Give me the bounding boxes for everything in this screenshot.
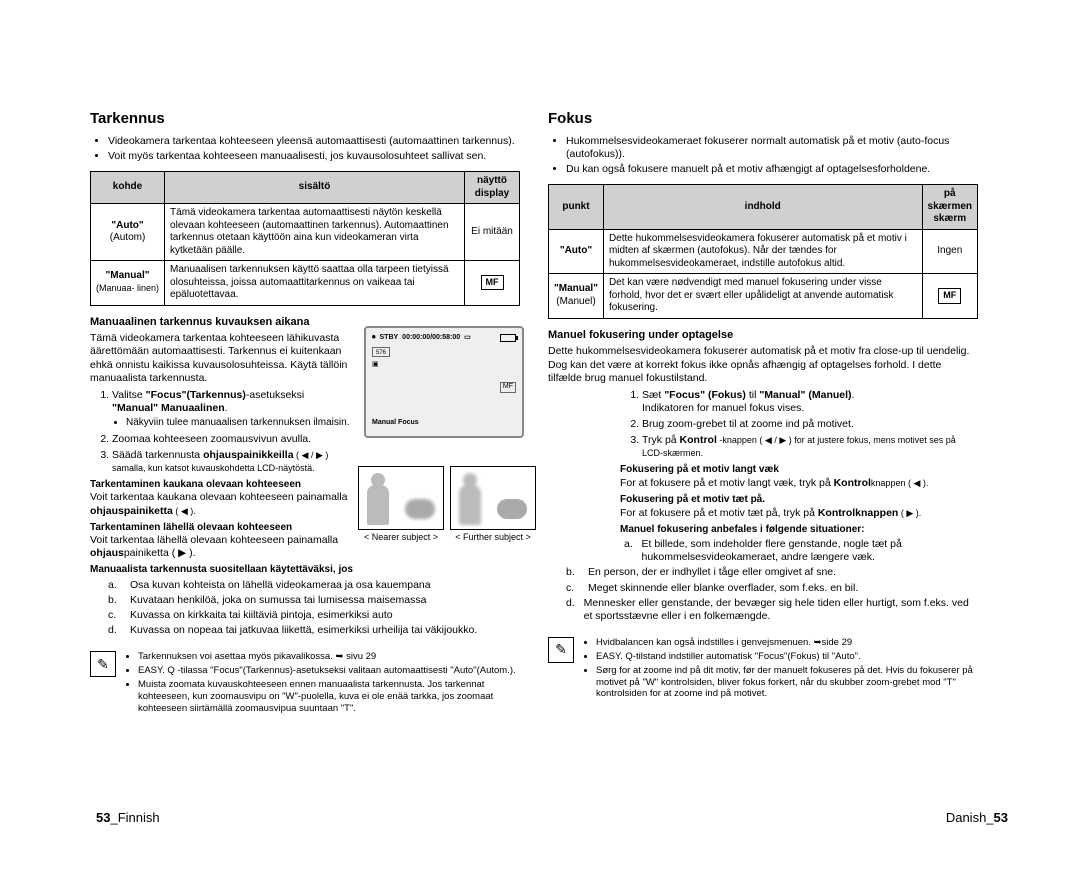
intro-item: Videokamera tarkentaa kohteeseen yleensä… <box>108 135 520 148</box>
note-icon: ✎ <box>90 651 116 677</box>
mf-label: Manual Focus <box>372 419 419 428</box>
lcd-preview: ⏺ STBY 00:00:00/00:58:00 ▭ 576 ▣ Manual … <box>364 326 524 438</box>
left-column: Tarkennus Videokamera tarkentaa kohteese… <box>90 110 520 717</box>
row-manual-label: "Manual"(Manuel) <box>549 274 604 319</box>
stby-label: STBY <box>380 334 399 343</box>
row-manual-disp: MF <box>922 274 977 319</box>
thumb-near: < Nearer subject > <box>358 466 444 543</box>
step-1: Valitse "Focus"(Tarkennus)-asetukseksi "… <box>112 389 350 430</box>
left-steps: Valitse "Focus"(Tarkennus)-asetukseksi "… <box>90 389 350 475</box>
rec-icon: ⏺ <box>372 334 376 343</box>
row-manual-desc: Manuaalisen tarkennuksen käyttö saattaa … <box>165 261 465 306</box>
time-label: 00:00:00/00:58:00 <box>402 334 460 343</box>
left-options-table: kohde sisältö näyttö display "Auto"(Auto… <box>90 171 520 306</box>
row-manual-desc: Det kan være nødvendigt med manuel fokus… <box>603 274 922 319</box>
thumb-far-label: < Further subject > <box>450 532 536 543</box>
intro-item: Voit myös tarkentaa kohteeseen manuaalis… <box>108 150 520 163</box>
row-auto-disp: Ei mitään <box>465 204 520 261</box>
right-sub-para: Dette hukommelsesvideokamera fokuserer a… <box>548 345 978 384</box>
page-spread: Tarkennus Videokamera tarkentaa kohteese… <box>0 0 1080 757</box>
rec-list-r2: b.En person, der er indhyllet i tåge ell… <box>548 566 978 623</box>
step-2: Zoomaa kohteeseen zoomausvivun avulla. <box>112 433 350 446</box>
th-display: på skærmen skærm <box>922 185 977 230</box>
near-title: Tarkentaminen lähellä olevaan kohteeseen <box>90 522 350 535</box>
far-title: Tarkentaminen kaukana olevaan kohteeseen <box>90 479 350 492</box>
step-3: Tryk på Kontrol -knappen ( ◀ / ▶ ) for a… <box>642 434 978 460</box>
step-1-sub: Indikatoren for manuel fokus vises. <box>642 402 978 415</box>
th-item: punkt <box>549 185 604 230</box>
card-icon: ▭ <box>464 334 471 343</box>
intro-item: Du kan også fokusere manuelt på et motiv… <box>566 163 978 176</box>
left-intro-list: Videokamera tarkentaa kohteeseen yleensä… <box>90 135 520 163</box>
near-text: Voit tarkentaa lähellä olevaan kohteesee… <box>90 534 350 560</box>
rec-list-r: a.Et billede, som indeholder flere genst… <box>620 538 978 564</box>
far-text: Voit tarkentaa kaukana olevaan kohteesee… <box>90 491 350 517</box>
battery-icon <box>500 334 516 342</box>
rec-title-r: Manuel fokusering anbefales i følgende s… <box>620 524 978 537</box>
thumb-far: < Further subject > <box>450 466 536 543</box>
step-1: Sæt "Focus" (Fokus) til "Manual" (Manuel… <box>642 389 978 415</box>
note-item: EASY. Q -tilassa "Focus"(Tarkennus)-aset… <box>138 665 520 677</box>
rec-title: Manuaalista tarkennusta suositellaan käy… <box>90 564 520 577</box>
row-auto-desc: Dette hukommelsesvideokamera fokuserer a… <box>603 229 922 274</box>
row-auto-label: "Auto" <box>549 229 604 274</box>
step-3: Säädä tarkennusta ohjauspainikkeilla ( ◀… <box>112 449 350 475</box>
right-options-table: punkt indhold på skærmen skærm "Auto" De… <box>548 184 978 319</box>
near-text-r: For at fokusere på et motiv tæt på, tryk… <box>620 507 978 520</box>
thumb-near-label: < Nearer subject > <box>358 532 444 543</box>
note-item: EASY. Q-tilstand indstiller automatisk "… <box>596 651 978 663</box>
page-num-right: 53 <box>994 810 1008 825</box>
right-intro-list: Hukommelsesvideokameraet fokuserer norma… <box>548 135 978 176</box>
row-auto-desc: Tämä videokamera tarkentaa automaattises… <box>165 204 465 261</box>
th-item: kohde <box>91 172 165 204</box>
step-1-sub: Näkyviin tulee manuaalisen tarkennuksen … <box>126 417 350 430</box>
left-sub-para: Tämä videokamera tarkentaa kohteeseen lä… <box>90 332 350 385</box>
right-note-box: ✎ Hvidbalancen kan også indstilles i gen… <box>548 637 978 702</box>
mf-icon-lcd: MF <box>500 382 516 393</box>
page-num-left: 53 <box>96 810 110 825</box>
step-2: Brug zoom-grebet til at zoome ind på mot… <box>642 418 978 431</box>
mf-icon: MF <box>938 288 961 303</box>
row-manual-disp: MF <box>465 261 520 306</box>
note-item: Sørg for at zoome ind på dit motiv, før … <box>596 665 978 701</box>
right-sub-heading: Manuel fokusering under optagelse <box>548 329 978 343</box>
th-display: näyttö display <box>465 172 520 204</box>
right-steps: Sæt "Focus" (Fokus) til "Manual" (Manuel… <box>620 389 978 461</box>
intro-item: Hukommelsesvideokameraet fokuserer norma… <box>566 135 978 161</box>
left-note-box: ✎ Tarkennuksen voi asettaa myös pikavali… <box>90 651 520 716</box>
exposure-icon: ▣ <box>372 361 516 370</box>
focus-thumbs: < Nearer subject > < Further subject > <box>358 466 536 543</box>
row-auto-label: "Auto"(Autom) <box>91 204 165 261</box>
note-item: Hvidbalancen kan også indstilles i genve… <box>596 637 978 649</box>
footer-right: Danish_53 <box>946 810 1008 826</box>
row-auto-disp: Ingen <box>922 229 977 274</box>
far-text-r: For at fokusere på et motiv langt væk, t… <box>620 477 978 490</box>
far-title-r: Fokusering på et motiv langt væk <box>620 464 978 477</box>
near-title-r: Fokusering på et motiv tæt på. <box>620 494 978 507</box>
right-heading: Fokus <box>548 110 978 129</box>
right-column: Fokus Hukommelsesvideokameraet fokuserer… <box>548 110 978 717</box>
row-manual-label: "Manual"(Manuaa- linen) <box>91 261 165 306</box>
rec-list: a.Osa kuvan kohteista on lähellä videoka… <box>90 579 520 638</box>
note-item: Tarkennuksen voi asettaa myös pikavaliko… <box>138 651 520 663</box>
left-heading: Tarkennus <box>90 110 520 129</box>
th-content: indhold <box>603 185 922 230</box>
note-icon: ✎ <box>548 637 574 663</box>
res-icon: 576 <box>372 347 390 357</box>
th-content: sisältö <box>165 172 465 204</box>
mf-icon: MF <box>481 275 504 290</box>
footer-left: 53_Finnish <box>96 810 160 826</box>
note-item: Muista zoomata kuvauskohteeseen ennen ma… <box>138 679 520 715</box>
